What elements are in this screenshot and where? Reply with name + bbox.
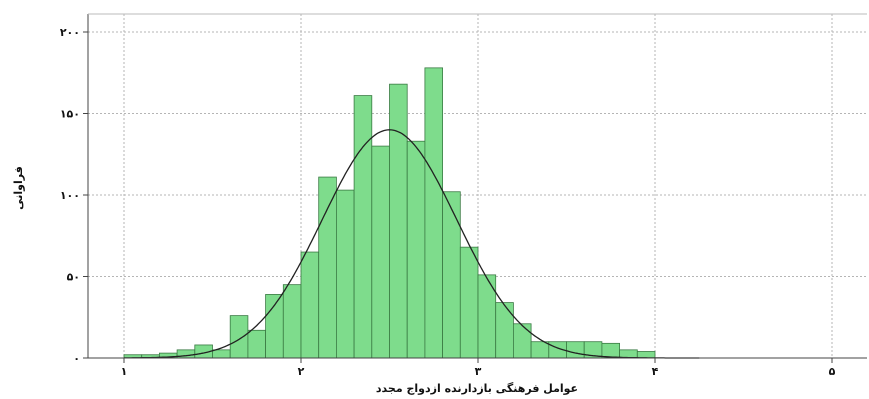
histogram-bar bbox=[212, 349, 231, 359]
histogram-bar bbox=[265, 294, 284, 359]
histogram-bar bbox=[389, 83, 408, 359]
y-tick-label: ۰ bbox=[73, 352, 80, 365]
x-tick-label: ۴ bbox=[652, 365, 659, 378]
histogram-bar bbox=[442, 191, 461, 359]
histogram-bar bbox=[318, 176, 337, 359]
histogram-bar bbox=[513, 323, 532, 359]
histogram-bar bbox=[406, 140, 426, 359]
x-tick-label: ۵ bbox=[829, 365, 836, 378]
y-axis-title: فراوانی bbox=[12, 166, 25, 210]
histogram-bar bbox=[353, 95, 373, 359]
histogram-bar bbox=[335, 189, 355, 359]
histogram-bar bbox=[229, 315, 249, 359]
y-tick-labels: ۰ ۵۰ ۱۰۰ ۱۵۰ ۲۰۰ bbox=[60, 26, 88, 365]
y-tick-label: ۱۵۰ bbox=[60, 108, 80, 121]
histogram-bar bbox=[459, 246, 479, 359]
y-tick-label: ۲۰۰ bbox=[60, 26, 80, 39]
grid-lines bbox=[88, 14, 867, 358]
histogram-bar bbox=[495, 302, 514, 359]
y-tick-label: ۱۰۰ bbox=[60, 189, 80, 202]
histogram-bar bbox=[424, 67, 443, 359]
x-tick-label: ۲ bbox=[298, 365, 305, 378]
histogram-bars bbox=[123, 67, 656, 359]
x-tick-labels: ۱ ۲ ۳ ۴ ۵ bbox=[121, 358, 836, 378]
histogram-bar bbox=[247, 329, 266, 359]
x-tick-label: ۱ bbox=[121, 365, 128, 378]
normal-curve bbox=[124, 129, 700, 359]
histogram-bar bbox=[530, 341, 550, 359]
histogram-bar bbox=[566, 341, 585, 359]
y-tick-label: ۵۰ bbox=[67, 271, 80, 284]
histogram-bar bbox=[619, 349, 638, 359]
histogram-bar bbox=[601, 342, 621, 359]
x-tick-label: ۳ bbox=[475, 365, 482, 378]
x-axis-title: عوامل فرهنگی بازدارنده ازدواج مجدد bbox=[376, 382, 578, 396]
histogram-bar bbox=[371, 145, 390, 359]
histogram-bar bbox=[300, 251, 320, 359]
histogram-bar bbox=[282, 284, 302, 359]
histogram-bar bbox=[636, 351, 656, 359]
